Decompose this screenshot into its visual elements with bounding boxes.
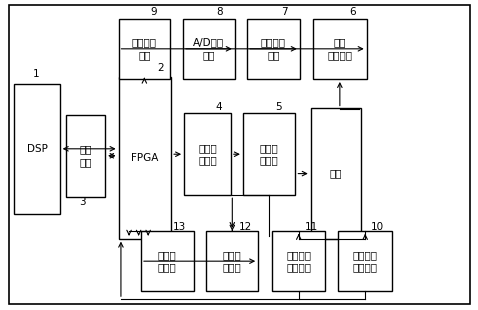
Text: 信号调理
模块: 信号调理 模块 xyxy=(261,38,286,60)
Text: 13: 13 xyxy=(173,222,186,232)
Text: 舵机: 舵机 xyxy=(329,169,342,179)
Text: 9: 9 xyxy=(151,7,157,17)
Bar xyxy=(119,19,170,79)
Text: 第二隔离
模块: 第二隔离 模块 xyxy=(132,38,157,60)
Bar xyxy=(311,108,361,239)
Text: 3: 3 xyxy=(79,197,86,207)
Text: 2: 2 xyxy=(158,63,164,73)
Text: 10: 10 xyxy=(370,222,383,232)
Bar xyxy=(119,78,171,239)
Bar xyxy=(338,231,392,291)
Bar xyxy=(206,231,258,291)
Text: 12: 12 xyxy=(239,222,252,232)
Bar xyxy=(247,19,300,79)
Text: FPGA: FPGA xyxy=(131,153,159,163)
Text: DSP: DSP xyxy=(27,144,47,154)
Bar xyxy=(141,231,194,291)
Text: 7: 7 xyxy=(281,7,288,17)
Text: 8: 8 xyxy=(216,7,223,17)
Text: 第二温度
检测装置: 第二温度 检测装置 xyxy=(286,250,311,272)
Text: 角度
检测装置: 角度 检测装置 xyxy=(327,38,352,60)
Bar xyxy=(272,231,325,291)
Text: 6: 6 xyxy=(349,7,356,17)
Bar xyxy=(66,115,105,197)
Text: 电流保
护模块: 电流保 护模块 xyxy=(158,250,177,272)
Text: 5: 5 xyxy=(275,102,282,112)
Text: 电流检
测装置: 电流检 测装置 xyxy=(223,250,242,272)
Bar xyxy=(14,84,60,214)
Bar xyxy=(183,19,235,79)
Text: A/D转换
模块: A/D转换 模块 xyxy=(193,38,225,60)
Text: 舵机驱
动模块: 舵机驱 动模块 xyxy=(260,143,279,166)
Text: 第一温度
检测装置: 第一温度 检测装置 xyxy=(353,250,378,272)
Bar xyxy=(313,19,367,79)
Bar xyxy=(243,113,295,195)
Bar xyxy=(184,113,231,195)
Text: 1: 1 xyxy=(33,69,39,79)
Text: 第一隔
离模块: 第一隔 离模块 xyxy=(198,143,217,166)
Text: 存储
模块: 存储 模块 xyxy=(79,144,92,167)
Text: 11: 11 xyxy=(304,222,318,232)
Text: 4: 4 xyxy=(215,102,222,112)
